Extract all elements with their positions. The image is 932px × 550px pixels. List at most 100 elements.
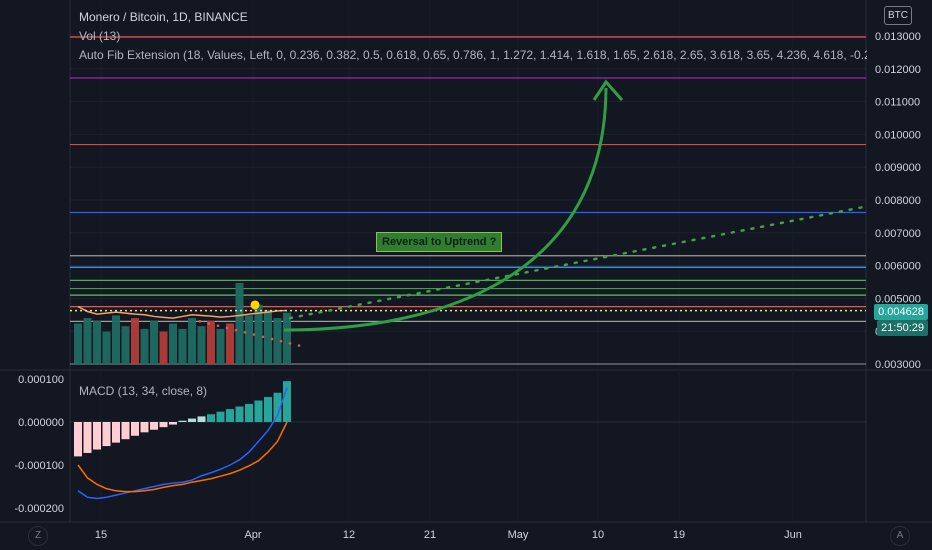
time-tick-label: Jun — [784, 529, 802, 541]
macd-histogram-bar — [235, 406, 244, 422]
price-line — [77, 305, 288, 319]
volume-bar — [197, 326, 206, 364]
macd-histogram-bar — [283, 381, 291, 422]
volume-bar — [273, 318, 282, 364]
macd-tick-label: 0.000100 — [18, 374, 64, 386]
time-tick-label: 15 — [95, 529, 107, 541]
volume-bar — [283, 312, 291, 364]
down-projection-dot — [243, 331, 247, 334]
price-tick-label: 0.009000 — [875, 162, 921, 174]
macd-tick-label: 0.000000 — [18, 417, 64, 429]
time-tick-label: Apr — [244, 529, 261, 541]
volume-bar — [74, 323, 82, 364]
price-tick-label: 0.013000 — [875, 31, 921, 43]
time-tick-label: 12 — [343, 529, 355, 541]
time-tick-label: May — [508, 529, 529, 541]
macd-histogram-bar — [197, 416, 206, 422]
price-tick-label: 0.005000 — [875, 293, 921, 305]
volume-bar — [245, 315, 253, 364]
macd-histogram-bar — [121, 422, 130, 440]
volume-bar — [131, 318, 139, 364]
price-tick-label: 0.007000 — [875, 228, 921, 240]
volume-bar — [150, 320, 158, 364]
macd-histogram-bar — [83, 422, 92, 453]
event-marker — [250, 300, 260, 310]
price-tick-label: 0.008000 — [875, 195, 921, 207]
price-tick-label: 0.010000 — [875, 129, 921, 141]
macd-line — [77, 387, 288, 500]
macd-histogram-bar — [131, 422, 139, 436]
annotation-label[interactable]: Reversal to Uptrend ? — [376, 232, 503, 252]
macd-histogram-bar — [254, 400, 263, 422]
volume-bar — [93, 320, 101, 364]
last-price-label: 0.004628 — [874, 304, 928, 320]
price-tick-label: 0.012000 — [875, 64, 921, 76]
volume-bar — [254, 304, 263, 364]
time-tick-label: 21 — [424, 529, 436, 541]
macd-histogram-bar — [169, 422, 177, 425]
down-projection-dot — [198, 320, 202, 323]
volume-bar — [140, 328, 149, 364]
macd-histogram-bar — [178, 420, 187, 422]
volume-legend[interactable]: Vol (13) — [79, 29, 121, 43]
down-projection-dot — [270, 337, 274, 341]
volume-bar — [226, 323, 234, 364]
time-tick-label: 10 — [592, 529, 604, 541]
macd-histogram-bar — [112, 422, 120, 443]
volume-bar — [207, 320, 215, 364]
countdown-label: 21:50:29 — [877, 320, 928, 336]
price-tick-label: 0.006000 — [875, 261, 921, 273]
down-projection-dot — [279, 339, 283, 343]
uptrend-dotted-line — [288, 205, 868, 320]
macd-histogram-bar — [150, 422, 158, 430]
down-projection-dot — [234, 328, 238, 332]
down-projection-dot — [216, 324, 220, 328]
down-projection-dot — [252, 333, 256, 336]
macd-histogram-bar — [188, 418, 196, 422]
macd-histogram-bar — [74, 422, 82, 457]
symbol-title: Monero / Bitcoin, 1D, BINANCE — [79, 10, 248, 24]
volume-bar — [188, 318, 196, 364]
currency-badge[interactable]: BTC — [884, 6, 912, 25]
macd-histogram-bar — [245, 403, 253, 422]
price-tick-label: 0.003000 — [875, 359, 921, 371]
macd-histogram-bar — [102, 422, 111, 447]
volume-bar — [102, 331, 111, 364]
macd-histogram-bar — [207, 414, 215, 422]
auto-scale-button[interactable]: A — [890, 526, 910, 546]
macd-tick-label: -0.000200 — [14, 503, 64, 515]
macd-histogram-bar — [273, 392, 282, 422]
macd-histogram-bar — [93, 422, 101, 450]
volume-bar — [216, 328, 225, 364]
down-projection-dot — [261, 335, 265, 339]
volume-bar — [235, 283, 244, 364]
fib-legend[interactable]: Auto Fib Extension (18, Values, Left, 0,… — [79, 48, 867, 62]
volume-bar — [112, 315, 120, 364]
arrow-head — [592, 79, 624, 101]
price-tick-label: 0.011000 — [875, 97, 920, 109]
volume-bar — [178, 328, 187, 364]
uptrend-arrow — [283, 87, 608, 332]
log-scale-button[interactable]: Z — [28, 526, 48, 546]
volume-bar — [121, 326, 130, 364]
volume-bar — [264, 310, 272, 364]
down-projection-dot — [207, 322, 211, 325]
volume-bar — [83, 318, 92, 364]
signal-line — [77, 421, 288, 493]
macd-histogram-bar — [264, 397, 272, 422]
down-projection-dot — [225, 326, 229, 330]
volume-bar — [169, 323, 177, 364]
down-projection-dot — [297, 344, 301, 347]
volume-bar — [159, 331, 168, 364]
macd-tick-label: -0.000100 — [14, 460, 64, 472]
macd-histogram-bar — [159, 422, 168, 428]
macd-legend[interactable]: MACD (13, 34, close, 8) — [79, 384, 208, 398]
down-projection — [198, 320, 301, 347]
time-tick-label: 19 — [673, 529, 685, 541]
down-projection-dot — [288, 342, 292, 345]
macd-histogram-bar — [216, 411, 225, 422]
macd-histogram-bar — [140, 422, 149, 433]
